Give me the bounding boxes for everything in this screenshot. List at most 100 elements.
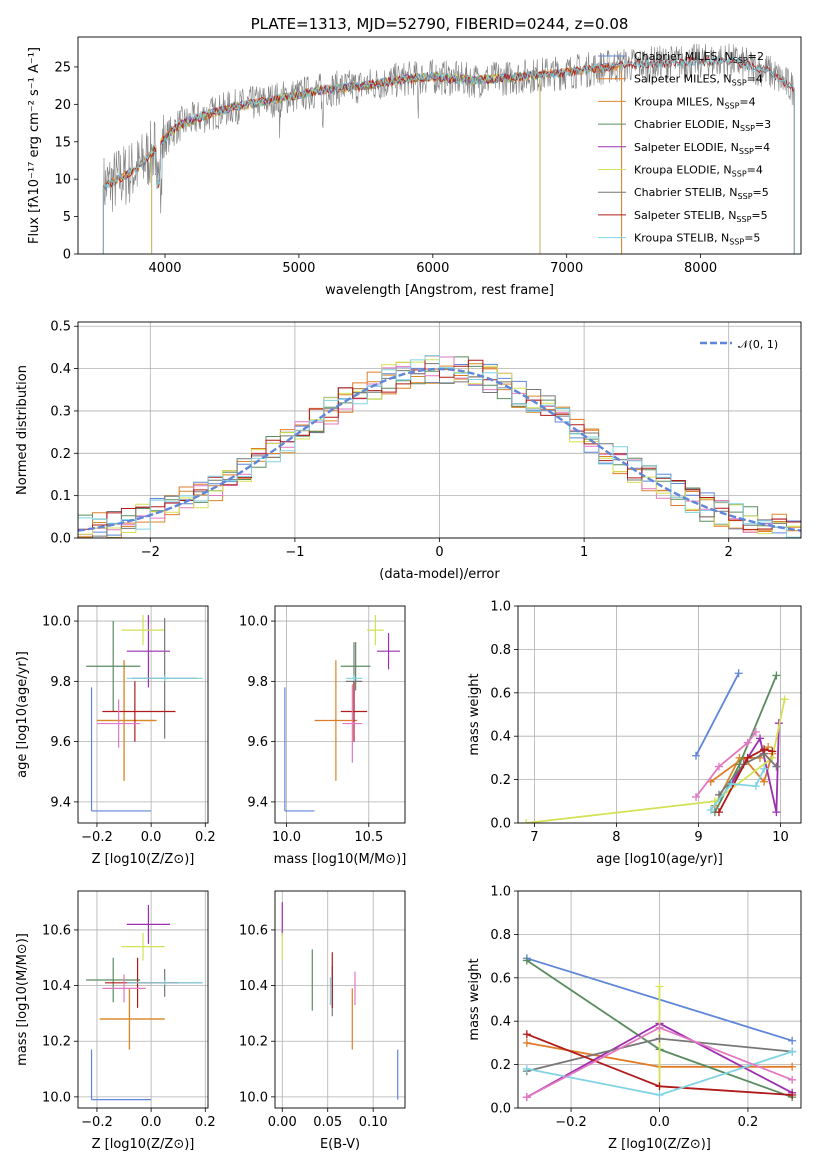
y-axis-label: Normed distribution xyxy=(15,365,30,495)
x-tick-label: 5000 xyxy=(282,261,315,276)
y-axis-label: mass [log10(M/M⊙)] xyxy=(15,933,30,1066)
legend-label: Kroupa MILES, NSSP=4 xyxy=(634,95,756,110)
x-tick-label: 0.0 xyxy=(649,1115,670,1130)
y-tick-label: 9.4 xyxy=(50,795,71,810)
data-point-marker xyxy=(706,805,715,814)
model-spectrum-line xyxy=(102,55,795,254)
axes-frame xyxy=(77,36,802,255)
observed-spectrum-line xyxy=(103,43,795,221)
data-point-marker xyxy=(760,745,769,754)
data-point-marker xyxy=(772,808,781,817)
axes-frame xyxy=(77,321,802,539)
y-tick-label: 10.0 xyxy=(42,1090,71,1105)
data-point-errorbar xyxy=(342,684,363,763)
data-point-marker xyxy=(788,1090,797,1099)
data-point-errorbar xyxy=(96,699,141,748)
y-tick-label: 1.0 xyxy=(490,885,511,900)
y-tick-label: 15 xyxy=(54,135,71,150)
mass-weight-line xyxy=(695,731,757,798)
y-tick-label: 0.8 xyxy=(490,928,511,943)
panel-spectrum: 4000 5000 6000 7000 8000 0 5 10 15 20 25 wavelength… xyxy=(27,15,802,298)
data-point-marker xyxy=(772,762,781,771)
axes-frame xyxy=(77,890,209,1109)
data-point-errorbar xyxy=(126,980,203,986)
data-point-marker xyxy=(714,808,723,817)
legend-label: Chabrier ELODIE, NSSP=3 xyxy=(634,118,771,133)
data-point-marker xyxy=(772,671,781,680)
y-tick-label: 0.2 xyxy=(490,1058,511,1073)
data-point-marker xyxy=(522,819,531,823)
residual-histogram xyxy=(78,355,801,538)
data-point-marker xyxy=(768,747,777,756)
legend-label: Chabrier STELIB, NSSP=5 xyxy=(634,186,769,201)
y-tick-label: 0.0 xyxy=(490,1102,511,1117)
axes-frame xyxy=(274,605,406,824)
plot-area-residuals xyxy=(78,355,801,538)
legend-label: Chabrier MILES, NSSP=2 xyxy=(634,50,764,65)
panel-residuals: −2 −1 0 1 2 0.0 0.1 0.2 0.3 0.4 0.5 (data-model)/er… xyxy=(15,320,802,582)
y-tick-label: 9.8 xyxy=(247,675,268,690)
y-tick-label: 10.0 xyxy=(239,1090,268,1105)
data-point-errorbar xyxy=(90,687,152,812)
data-point-marker xyxy=(788,1075,797,1084)
mass-weight-line xyxy=(718,748,773,813)
data-point-errorbar xyxy=(121,932,165,961)
data-point-marker xyxy=(655,982,664,991)
plot-area-spectrum xyxy=(102,43,795,254)
x-tick-label: 7000 xyxy=(550,261,583,276)
x-tick-label: 7 xyxy=(530,830,538,845)
data-point-errorbar xyxy=(96,660,157,781)
x-axis-label: wavelength [Angstrom, rest frame] xyxy=(325,283,554,298)
mass-weight-line xyxy=(695,672,740,757)
x-tick-label: 0.00 xyxy=(268,1115,297,1130)
data-point-marker xyxy=(788,1036,797,1045)
y-tick-label: 10.6 xyxy=(239,923,268,938)
mass-weight-line xyxy=(718,752,778,796)
data-point-marker xyxy=(522,1038,531,1047)
x-axis-label: E(B-V) xyxy=(320,1137,360,1152)
model-spectrum-line xyxy=(151,70,541,254)
y-tick-label: 9.6 xyxy=(50,735,71,750)
plot-area-age_vs_Z xyxy=(86,615,203,812)
x-tick-label: 4000 xyxy=(148,261,181,276)
data-point-errorbar xyxy=(340,681,368,742)
y-tick-label: 10.2 xyxy=(42,1035,71,1050)
model-spectrum-line xyxy=(102,55,795,254)
x-tick-label: 0.0 xyxy=(141,1115,162,1130)
x-tick-label: 8000 xyxy=(684,261,717,276)
data-point-errorbar xyxy=(102,681,176,742)
x-tick-label: 0.2 xyxy=(738,1115,759,1130)
legend-label: 𝒩(0, 1) xyxy=(738,338,778,351)
data-point-marker xyxy=(522,1030,531,1039)
axes-frame xyxy=(517,605,802,824)
x-axis-label: age [log10(age/yr)] xyxy=(596,852,723,867)
data-point-marker xyxy=(780,695,789,704)
data-point-errorbar xyxy=(90,1049,152,1101)
x-tick-label: 9 xyxy=(694,830,702,845)
y-tick-label: 0.6 xyxy=(490,686,511,701)
data-point-errorbar xyxy=(126,904,171,944)
y-tick-label: 0.4 xyxy=(490,1015,511,1030)
y-tick-label: 20 xyxy=(54,98,71,113)
y-axis-label: mass weight xyxy=(467,673,482,755)
axes-frame xyxy=(517,890,802,1109)
y-tick-label: 10.4 xyxy=(239,979,268,994)
data-point-errorbar xyxy=(121,615,165,646)
data-point-marker xyxy=(692,792,701,801)
data-point-marker xyxy=(760,764,769,773)
y-tick-label: 9.6 xyxy=(247,735,268,750)
data-point-marker xyxy=(714,762,723,771)
data-point-errorbar xyxy=(345,675,363,682)
data-point-marker xyxy=(727,779,736,788)
panel-weight_vs_age: 7 8 9 10 0.0 0.2 0.4 0.6 0.8 1.0 age [log10(age/yr… xyxy=(467,600,802,867)
legend-label: Salpeter ELODIE, NSSP=4 xyxy=(634,141,770,156)
data-point-errorbar xyxy=(284,687,315,812)
data-point-errorbar xyxy=(102,974,146,1003)
x-tick-label: −0.2 xyxy=(81,1115,113,1130)
legend-label: Kroupa STELIB, NSSP=5 xyxy=(634,232,760,247)
plot-area-weight_vs_age xyxy=(522,669,789,823)
plot-area-age_vs_mass xyxy=(284,615,401,812)
x-tick-label: 6000 xyxy=(416,261,449,276)
model-spectrum-line xyxy=(102,60,623,254)
model-spectrum-line xyxy=(102,55,795,254)
